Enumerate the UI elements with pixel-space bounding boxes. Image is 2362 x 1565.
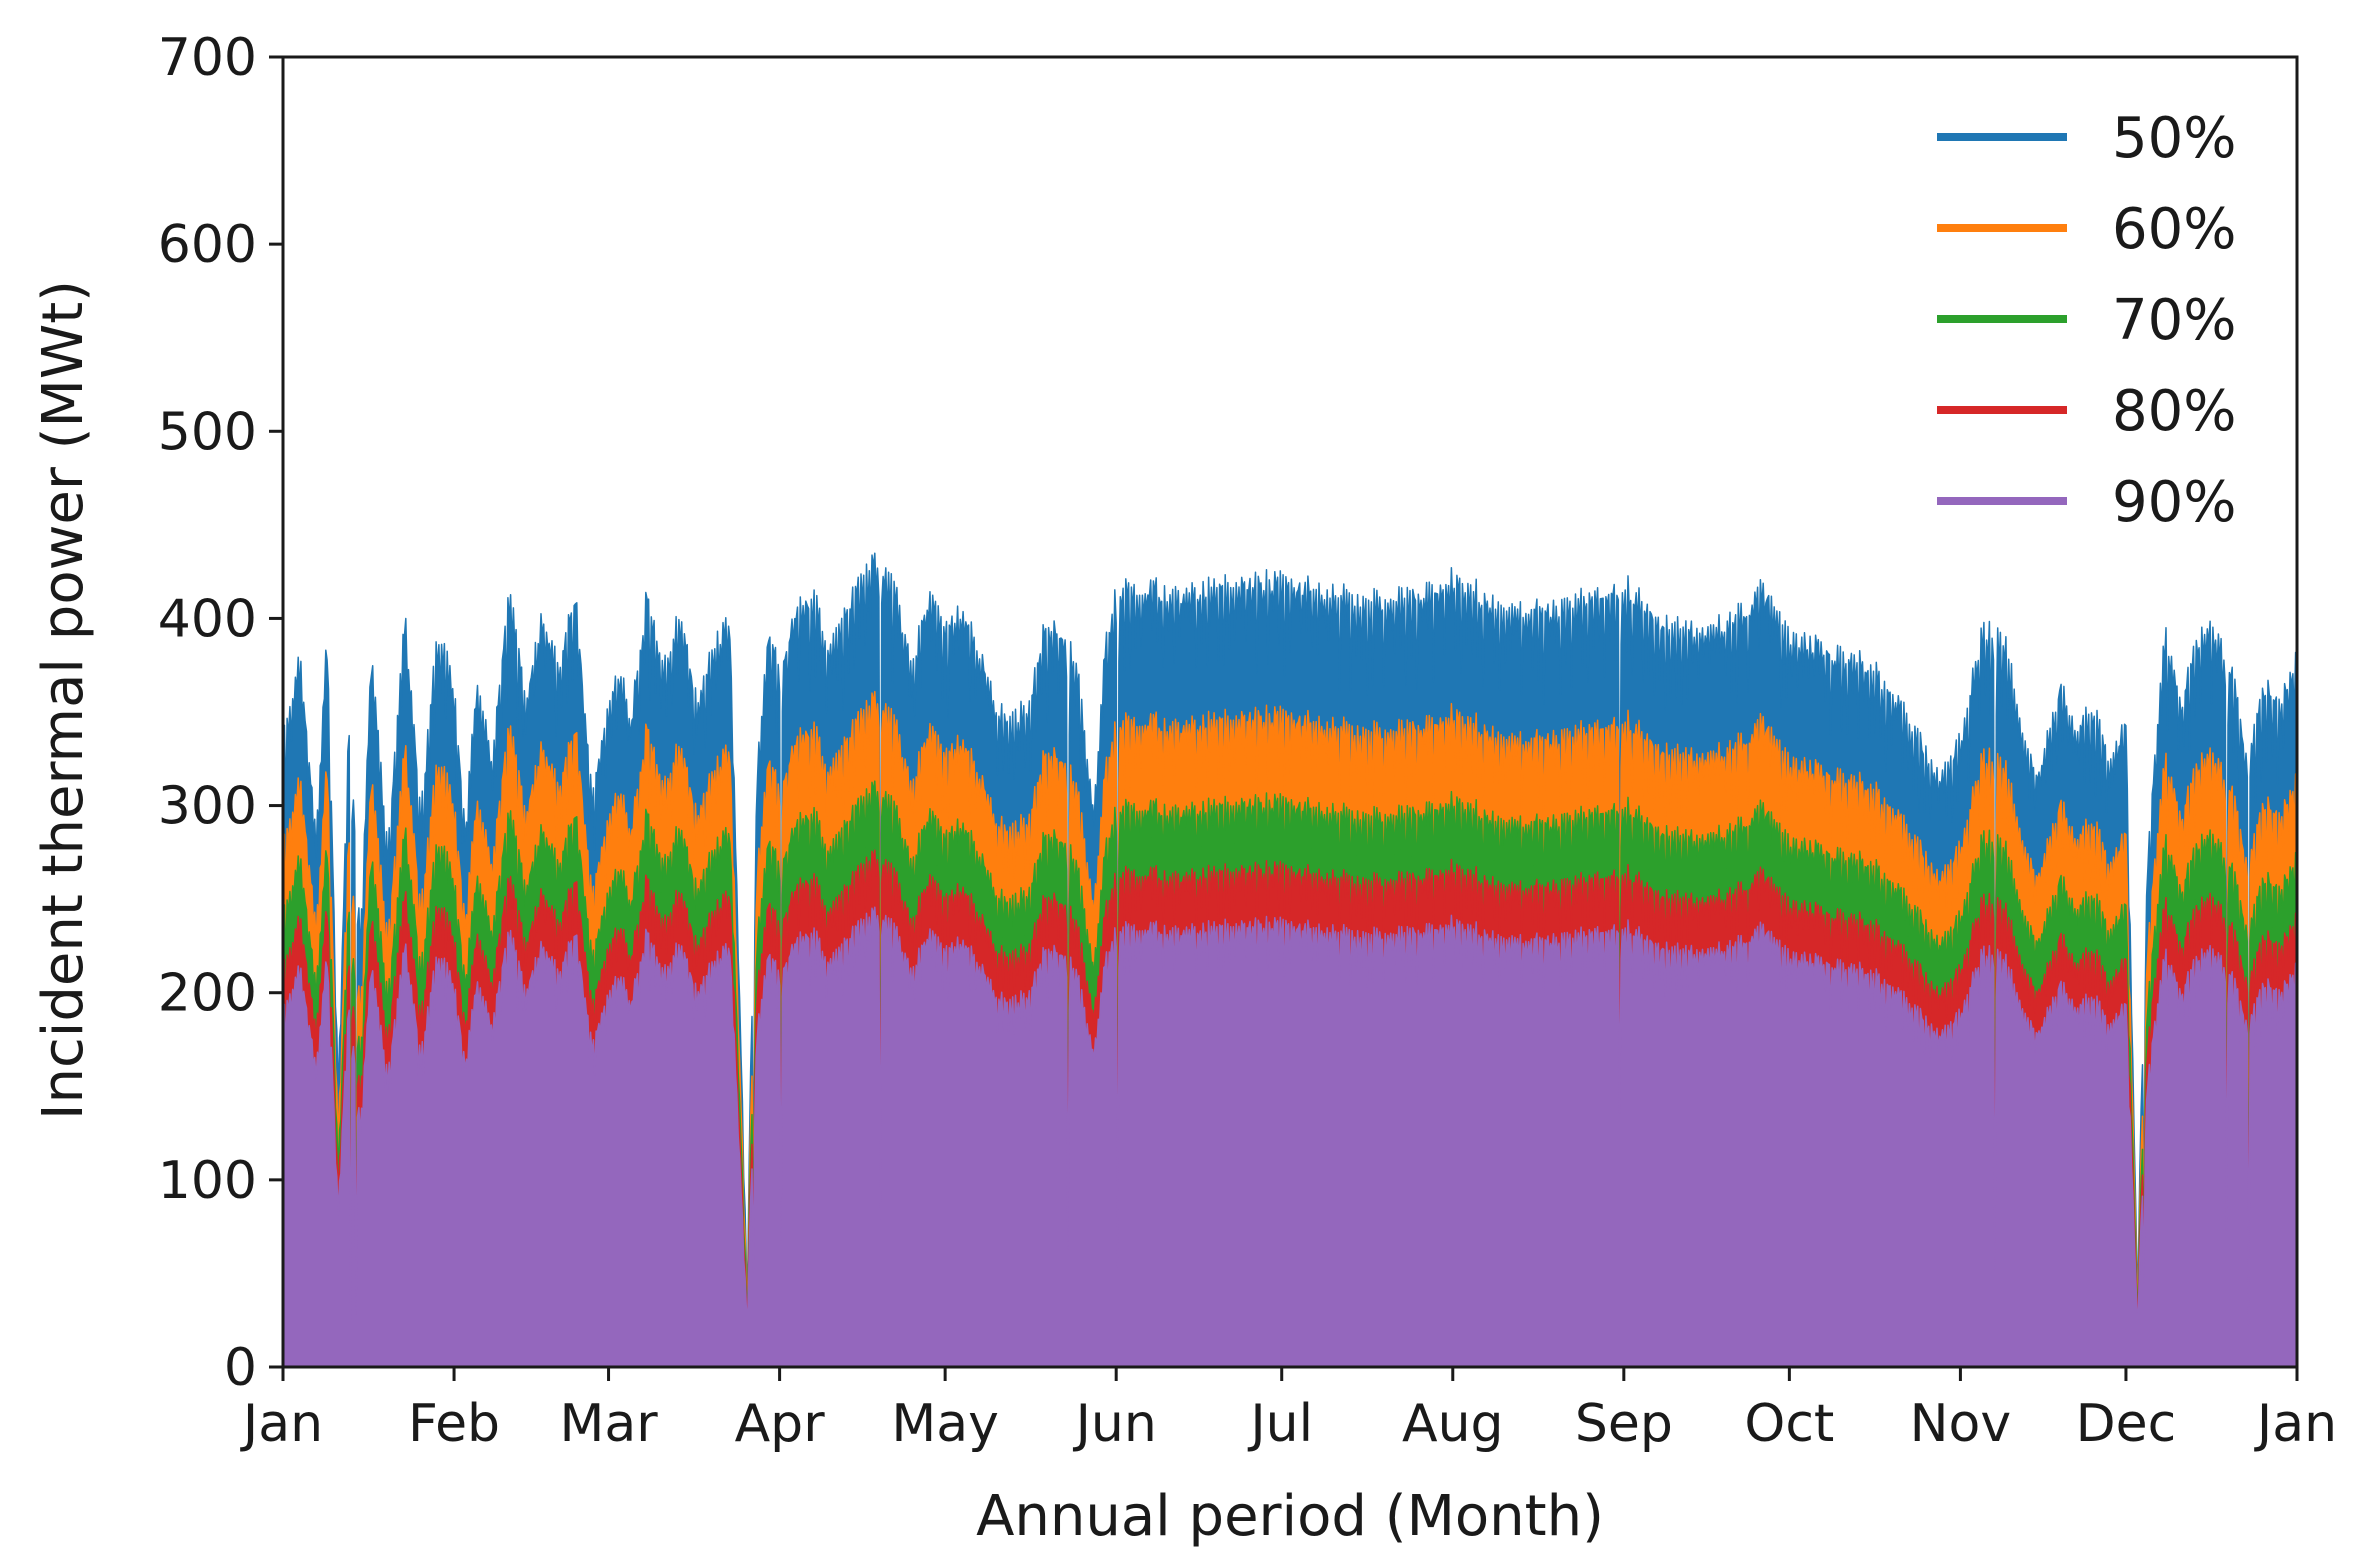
legend: 50% 60% 70% 80% 90% [1937, 106, 2236, 535]
legend-label: 70% [2112, 288, 2236, 353]
ticks: 0 100 200 300 400 500 600 700 Jan Feb Mar Apr May Jun… [158, 28, 2337, 1454]
x-tick-label: Oct [1744, 1394, 1834, 1454]
x-axis-title: Annual period (Month) [976, 1484, 1604, 1549]
area-series-90pct [282, 906, 2298, 1368]
y-tick-label: 500 [158, 402, 257, 462]
y-tick-label: 0 [224, 1338, 257, 1398]
x-tick-label: May [891, 1394, 999, 1454]
x-tick-label: Jan [240, 1394, 323, 1454]
x-tick-label: Nov [1910, 1394, 2012, 1454]
x-tick-label: Aug [1402, 1394, 1504, 1454]
y-tick-label: 400 [158, 589, 257, 649]
x-tick-label: Sep [1575, 1394, 1673, 1454]
x-tick-label: Jul [1247, 1394, 1313, 1454]
y-tick-label: 100 [158, 1151, 257, 1211]
y-tick-label: 300 [158, 777, 257, 837]
x-tick-label: Jun [1073, 1394, 1157, 1454]
legend-label: 90% [2112, 470, 2236, 535]
x-tick-label: Mar [559, 1394, 658, 1454]
axes [281, 55, 2299, 1369]
x-tick-label: Dec [2076, 1394, 2177, 1454]
legend-label: 60% [2112, 197, 2236, 262]
y-tick-label: 200 [158, 964, 257, 1024]
legend-label: 80% [2112, 379, 2236, 444]
y-axis-title: Incident thermal power (MWt) [31, 280, 96, 1120]
x-tick-label: Jan [2254, 1394, 2337, 1454]
x-tick-label: Apr [735, 1394, 826, 1454]
plot-frame [281, 55, 2299, 1369]
y-tick-label: 600 [158, 215, 257, 275]
legend-label: 50% [2112, 106, 2236, 171]
y-tick-label: 700 [158, 28, 257, 88]
x-tick-label: Feb [408, 1394, 500, 1454]
plot-areas [282, 552, 2298, 1368]
